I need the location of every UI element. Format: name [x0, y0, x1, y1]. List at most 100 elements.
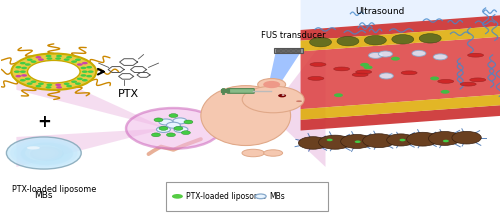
- Circle shape: [82, 70, 87, 73]
- Circle shape: [46, 57, 52, 60]
- Circle shape: [46, 83, 52, 86]
- Text: +: +: [37, 113, 51, 131]
- Circle shape: [18, 142, 70, 164]
- Circle shape: [10, 139, 78, 167]
- Ellipse shape: [308, 76, 324, 80]
- FancyBboxPatch shape: [281, 49, 285, 52]
- Polygon shape: [300, 0, 500, 30]
- Polygon shape: [16, 128, 166, 167]
- Circle shape: [26, 82, 32, 85]
- Circle shape: [32, 148, 55, 158]
- Text: MBs: MBs: [270, 192, 285, 201]
- Circle shape: [71, 60, 77, 63]
- Circle shape: [154, 118, 163, 122]
- Circle shape: [22, 143, 66, 163]
- Circle shape: [66, 85, 72, 87]
- Text: PTX: PTX: [118, 89, 139, 99]
- Ellipse shape: [310, 62, 326, 66]
- Circle shape: [55, 83, 61, 86]
- Ellipse shape: [296, 100, 302, 102]
- Text: PTX-loaded liposome: PTX-loaded liposome: [186, 192, 266, 201]
- Circle shape: [66, 56, 72, 59]
- Circle shape: [282, 94, 284, 96]
- FancyBboxPatch shape: [296, 49, 300, 52]
- Circle shape: [82, 79, 88, 82]
- Circle shape: [334, 93, 343, 97]
- FancyBboxPatch shape: [286, 49, 290, 52]
- Polygon shape: [300, 15, 500, 41]
- Circle shape: [36, 150, 52, 156]
- Circle shape: [55, 57, 61, 60]
- Circle shape: [452, 131, 482, 144]
- Circle shape: [20, 62, 26, 64]
- Text: PTX-loaded liposome: PTX-loaded liposome: [12, 185, 96, 194]
- Circle shape: [25, 78, 30, 80]
- Text: MBs: MBs: [34, 191, 53, 200]
- Circle shape: [378, 51, 392, 57]
- Circle shape: [14, 70, 20, 73]
- Circle shape: [340, 134, 373, 149]
- Ellipse shape: [460, 82, 476, 86]
- Circle shape: [64, 58, 70, 61]
- Polygon shape: [268, 39, 326, 167]
- Circle shape: [326, 139, 332, 141]
- Circle shape: [174, 126, 183, 130]
- Ellipse shape: [468, 53, 483, 57]
- Circle shape: [14, 140, 74, 166]
- Ellipse shape: [27, 146, 40, 149]
- FancyBboxPatch shape: [228, 89, 254, 93]
- Circle shape: [36, 56, 42, 59]
- Circle shape: [391, 57, 400, 61]
- Circle shape: [6, 137, 81, 169]
- Circle shape: [21, 74, 27, 77]
- Circle shape: [126, 108, 221, 149]
- Circle shape: [392, 35, 413, 44]
- Circle shape: [80, 74, 86, 77]
- Circle shape: [169, 114, 178, 117]
- Circle shape: [30, 60, 36, 63]
- Circle shape: [412, 50, 426, 56]
- Circle shape: [86, 66, 92, 68]
- Circle shape: [75, 58, 81, 61]
- Circle shape: [46, 55, 52, 57]
- Circle shape: [278, 94, 286, 97]
- Circle shape: [337, 36, 359, 46]
- Circle shape: [354, 140, 360, 143]
- Ellipse shape: [242, 149, 264, 157]
- Circle shape: [25, 145, 62, 161]
- Circle shape: [166, 122, 180, 128]
- Circle shape: [20, 143, 73, 165]
- Circle shape: [173, 118, 187, 124]
- Circle shape: [38, 58, 44, 61]
- Circle shape: [16, 75, 22, 77]
- Polygon shape: [16, 60, 166, 128]
- Circle shape: [20, 79, 26, 82]
- FancyBboxPatch shape: [276, 49, 280, 52]
- Circle shape: [28, 60, 80, 83]
- Circle shape: [80, 67, 86, 69]
- Circle shape: [174, 126, 188, 132]
- Circle shape: [12, 54, 96, 90]
- Circle shape: [6, 137, 81, 169]
- Circle shape: [26, 58, 32, 61]
- Circle shape: [310, 37, 332, 47]
- Circle shape: [440, 90, 450, 94]
- Circle shape: [29, 147, 59, 159]
- Circle shape: [406, 132, 439, 146]
- Polygon shape: [300, 105, 500, 131]
- Circle shape: [71, 80, 77, 83]
- Circle shape: [364, 65, 372, 69]
- Circle shape: [86, 75, 92, 77]
- Circle shape: [152, 133, 160, 137]
- Circle shape: [159, 126, 168, 130]
- Circle shape: [380, 73, 394, 79]
- Circle shape: [77, 63, 83, 66]
- Ellipse shape: [438, 79, 454, 83]
- Circle shape: [298, 137, 328, 149]
- Circle shape: [386, 134, 415, 146]
- Circle shape: [362, 134, 395, 148]
- FancyBboxPatch shape: [166, 182, 328, 211]
- Circle shape: [88, 70, 94, 73]
- Circle shape: [255, 194, 266, 199]
- Ellipse shape: [264, 150, 282, 156]
